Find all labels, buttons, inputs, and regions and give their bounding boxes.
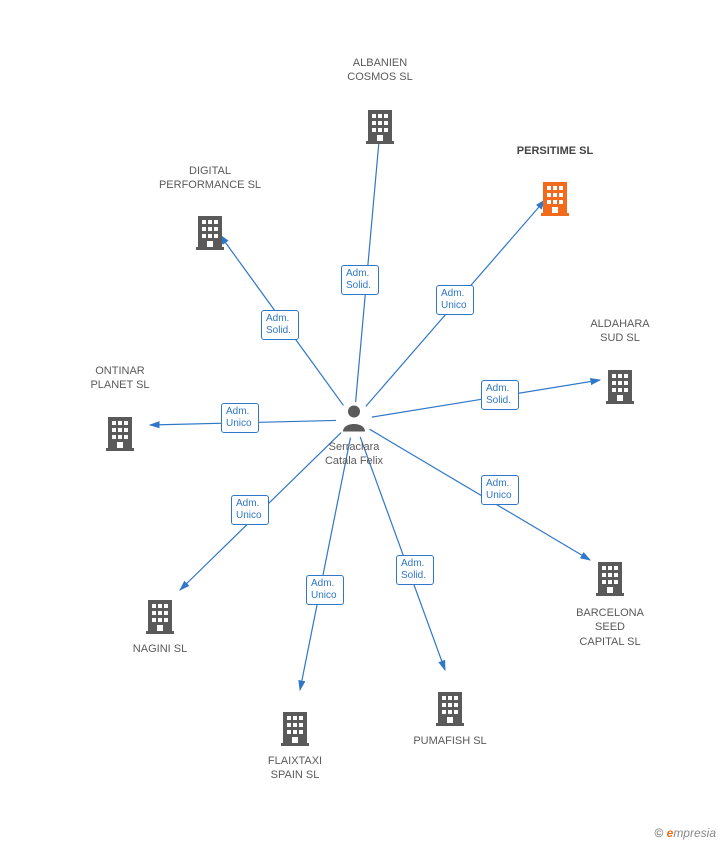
building-icon [539, 180, 571, 219]
edge-line [369, 429, 590, 560]
company-label: PERSITIME SL [495, 144, 615, 158]
edge-label: Adm. Unico [306, 575, 344, 605]
building-icon [144, 598, 176, 637]
company-label: ALDAHARA SUD SL [560, 317, 680, 346]
building-icon [604, 368, 636, 407]
edge-label: Adm. Solid. [261, 310, 299, 340]
diagram-canvas: Serraclara Catala Felix ALBANIEN COSMOS … [0, 0, 728, 850]
edge-line [300, 438, 350, 690]
copyright: © empresia [654, 826, 716, 840]
copyright-symbol: © [654, 826, 663, 840]
brand-rest: mpresia [673, 826, 716, 840]
company-label: NAGINI SL [100, 642, 220, 656]
company-label: PUMAFISH SL [390, 734, 510, 748]
center-person-label: Serraclara Catala Felix [325, 440, 383, 469]
edge-label: Adm. Solid. [396, 555, 434, 585]
company-label: ONTINAR PLANET SL [60, 364, 180, 393]
edge-label: Adm. Solid. [341, 265, 379, 295]
building-icon [364, 108, 396, 147]
edge-label: Adm. Solid. [481, 380, 519, 410]
building-icon [594, 560, 626, 599]
building-icon [194, 214, 226, 253]
edge-label: Adm. Unico [481, 475, 519, 505]
edge-label: Adm. Unico [436, 285, 474, 315]
building-icon [279, 710, 311, 749]
building-icon [434, 690, 466, 729]
edge-line [360, 437, 445, 670]
center-person-icon [341, 404, 367, 437]
company-label: DIGITAL PERFORMANCE SL [150, 164, 270, 193]
edge-label: Adm. Unico [221, 403, 259, 433]
company-label: BARCELONA SEED CAPITAL SL [550, 606, 670, 649]
company-label: ALBANIEN COSMOS SL [320, 56, 440, 85]
edge-label: Adm. Unico [231, 495, 269, 525]
building-icon [104, 415, 136, 454]
brand: empresia [667, 826, 716, 840]
company-label: FLAIXTAXI SPAIN SL [235, 754, 355, 783]
